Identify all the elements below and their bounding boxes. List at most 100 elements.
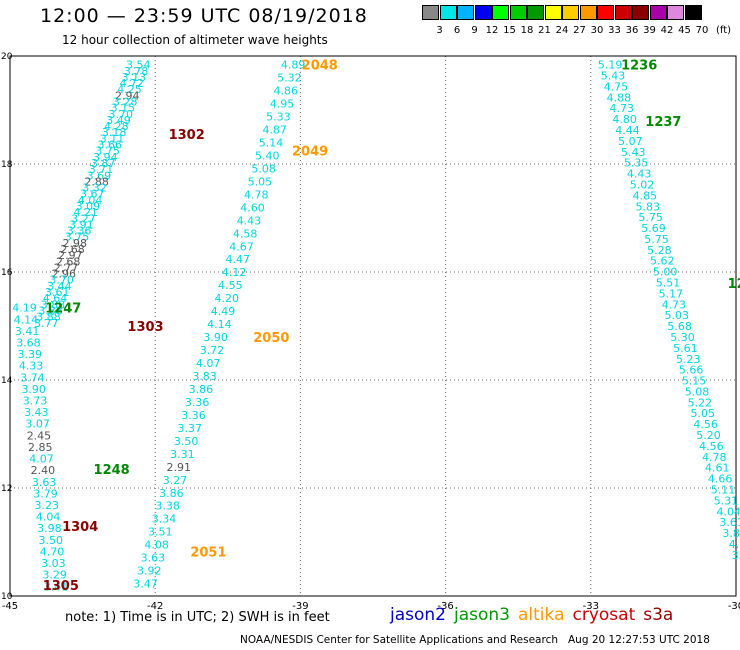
wave-height-label: 3.78 [124,65,149,78]
wave-height-label: 5.43 [621,146,646,159]
pass-number-label: 2049 [292,145,328,160]
y-tick-label: 16 [1,268,13,278]
wave-height-label: 4.66 [708,473,733,486]
x-tick-label: -42 [147,601,163,612]
wave-height-label: 5.43 [601,70,626,83]
color-scale-swatch [632,5,649,20]
wave-height-label: 5.03 [664,309,689,322]
pass-number-label: 1248 [94,463,130,478]
wave-height-label: 4.04 [717,505,740,518]
wave-height-label: 5.15 [682,375,707,388]
color-scale-swatch [614,5,632,20]
wave-height-label: 3.91 [69,218,94,231]
wave-height-label: 4.20 [214,292,239,305]
wave-height-label: 5.40 [255,149,280,162]
x-tick-label: -30 [728,601,740,612]
wave-height-label: 5.66 [679,364,704,377]
wave-height-label: 3.90 [21,383,46,396]
wave-height-label: 5.75 [638,211,663,224]
wave-height-label: 2.45 [27,429,52,442]
color-scale-swatch [597,5,614,20]
wave-height-label: 4.43 [627,168,652,181]
wave-height-label: 3.92 [137,565,162,578]
wave-height-label: 3.41 [44,580,69,593]
wave-height-label: 4.86 [274,85,299,98]
wave-height-label: 5.69 [641,222,666,235]
legend-item-altika: altika [518,605,565,625]
color-scale-swatch [492,5,509,20]
color-scale-label: 3 [436,25,443,36]
wave-height-label: 3.63 [141,552,166,565]
wave-height-label: 4.33 [19,360,44,373]
wave-height-label: 3.03 [41,557,66,570]
wave-height-label: 2.85 [28,441,53,454]
wave-height-label: 4.49 [211,305,236,318]
wave-height-label: 4.73 [609,102,634,115]
wave-height-label: 4.04 [78,194,103,207]
color-scale-label: 33 [608,25,621,36]
wave-height-label: 5.30 [670,331,695,344]
wave-height-label: 3.47 [133,578,158,591]
wave-height-label: 5.20 [696,429,721,442]
wave-height-label: 3.34 [152,513,177,526]
wave-height-label: 3.41 [15,325,40,338]
plot-frame [9,55,737,597]
pass-number-label: 1304 [62,520,98,535]
x-tick-label: -45 [2,601,18,612]
pass-number-label: 1303 [127,320,163,335]
wave-height-label: 4.56 [699,440,724,453]
pass-number-label: 1302 [169,128,205,143]
wave-height-label: 5.61 [673,342,698,355]
wave-height-label: 5.22 [688,396,713,409]
wave-height-label: 3.70 [108,108,133,121]
wave-height-label: 3.29 [42,569,67,582]
color-scale-label: 24 [555,25,569,36]
footer-timestamp: Aug 20 12:27:53 UTC 2018 [568,634,710,646]
wave-height-label: 3.88 [41,298,66,311]
wave-height-label: 3.66 [98,139,123,152]
wave-height-label: 3.90 [203,331,228,344]
wave-height-label: 3.5 [732,549,740,562]
color-scale-swatch [544,5,562,20]
wave-height-label: 3.61 [719,516,740,529]
color-scale-swatch [439,5,457,20]
color-scale-swatch [649,5,667,20]
wave-height-label: 3.36 [181,409,206,422]
wave-height-label: 5.51 [656,277,681,290]
wave-height-label: 5.19 [598,59,623,72]
x-tick-label: -36 [437,601,453,612]
wave-height-label: 2.94 [115,89,140,102]
wave-height-label: 4.12 [222,266,247,279]
wave-height-label: 3.28 [113,96,138,109]
wave-height-label: 4.47 [226,253,251,266]
color-scale-swatch [457,5,474,20]
color-scale-label: 6 [453,25,461,36]
wave-height-label: 3.38 [38,304,63,317]
wave-height-label: 3.79 [33,487,58,500]
wave-height-label: 3.63 [32,476,57,489]
wave-height-label: 3.18 [102,126,127,139]
color-scale-label: 45 [678,25,691,36]
wave-height-label: 2.88 [84,175,109,188]
y-tick-label: 12 [1,484,12,494]
wave-height-label: 5.02 [630,178,655,191]
wave-height-label: 4.75 [604,80,629,93]
wave-height-label: 4.14 [14,313,39,326]
chart-subtitle: 12 hour collection of altimeter wave hei… [62,33,328,47]
x-tick-label: -39 [292,601,308,612]
wave-height-label: 3.88 [722,527,740,540]
color-scale-label: (ft) [715,25,732,36]
color-scale-label: 21 [538,25,551,36]
color-scale-swatch [422,5,439,20]
wave-height-label: 3.75 [65,231,90,244]
pass-number-label: 1247 [45,302,81,317]
color-scale-label: 70 [695,25,709,36]
wave-height-label: 5.75 [644,233,669,246]
wave-height-label: 3.38 [155,500,180,513]
wave-height-label: 5.00 [653,266,678,279]
color-scale-label: 9 [471,25,478,36]
wave-height-label: 3.94 [93,151,118,164]
wave-height-label: 3.72 [200,344,225,357]
wave-height-label: 3.11 [100,132,125,145]
legend-item-cryosat: cryosat [572,605,636,625]
